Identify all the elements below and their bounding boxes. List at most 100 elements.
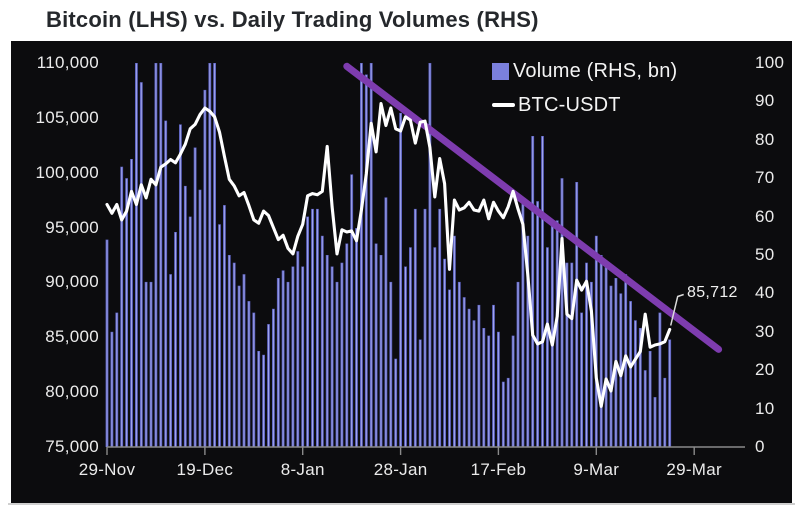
volume-bar-highlight: [189, 217, 191, 447]
right-axis-label: 20: [755, 360, 775, 380]
chart-panel: Volume (RHS, bn) BTC-USDT 85,712 110,000 1…: [11, 41, 792, 503]
btc-usdt-line: [105, 102, 672, 408]
volume-bar-highlight: [258, 351, 260, 447]
volume-bar-highlight: [199, 190, 201, 447]
volume-bar-highlight: [116, 313, 118, 447]
volume-bar-highlight: [287, 282, 289, 447]
volume-bar-highlight: [111, 332, 113, 447]
volume-bar-highlight: [414, 209, 416, 447]
volume-bar-highlight: [453, 236, 455, 447]
chart-title: Bitcoin (LHS) vs. Daily Trading Volumes …: [46, 7, 539, 32]
volume-bar-highlight: [385, 197, 387, 447]
volume-bar-highlight: [346, 244, 348, 447]
volume-bar-highlight: [316, 209, 318, 447]
volume-bar-highlight: [209, 63, 211, 447]
right-axis-label: 80: [755, 129, 775, 149]
volume-bar-highlight: [571, 263, 573, 447]
volume-bar-highlight: [409, 247, 411, 447]
volume-bar-highlight: [478, 305, 480, 447]
left-axis-label: 100,000: [35, 162, 99, 182]
volume-bar-highlight: [669, 340, 671, 447]
annotation-callout: [669, 293, 684, 326]
volume-bar-highlight: [370, 63, 372, 447]
volume-bar-highlight: [140, 82, 142, 447]
volume-bar-highlight: [297, 251, 299, 447]
volume-bar-highlight: [356, 228, 357, 447]
legend-item: BTC-USDT: [492, 88, 677, 122]
volume-bar-highlight: [155, 63, 157, 447]
volume-bar-highlight: [106, 240, 108, 447]
volume-bar-highlight: [248, 301, 250, 447]
volume-bar-highlight: [434, 247, 436, 447]
volume-bar-highlight: [160, 63, 162, 447]
volume-bar-highlight: [561, 178, 563, 447]
x-axis-label: 19-Dec: [176, 460, 234, 479]
volume-bar-highlight: [135, 63, 137, 447]
volume-bar-highlight: [263, 355, 265, 447]
volume-bar-highlight: [204, 90, 206, 448]
volume-bar-highlight: [228, 255, 230, 447]
x-axis-label: 17-Feb: [470, 460, 527, 479]
volume-bar-highlight: [576, 182, 578, 447]
volume-bar-highlight: [566, 263, 568, 447]
right-axis-label: 90: [755, 91, 775, 111]
volume-bar-highlight: [395, 359, 397, 447]
volume-bar-highlight: [126, 178, 128, 447]
right-axis-label: 60: [755, 206, 775, 226]
volume-bar-highlight: [405, 267, 406, 447]
volume-bar-highlight: [449, 290, 450, 447]
left-axis-label: 75,000: [45, 437, 99, 456]
volume-bar-highlight: [175, 232, 176, 447]
volume-bar-highlight: [419, 340, 421, 447]
volume-bar-highlight: [326, 255, 328, 447]
volume-bar-highlight: [150, 282, 152, 447]
right-axis-label: 70: [755, 168, 775, 188]
right-axis-label: 100: [755, 53, 785, 72]
legend: Volume (RHS, bn) BTC-USDT: [492, 54, 677, 122]
volume-bar-highlight: [444, 259, 446, 447]
volume-bar-highlight: [595, 236, 597, 447]
volume-bar-highlight: [121, 167, 123, 447]
volume-bar-highlight: [223, 205, 225, 447]
x-axis-label: 28-Jan: [373, 460, 428, 479]
volume-bar-highlight: [351, 174, 353, 447]
volume-bar-highlight: [277, 278, 279, 447]
right-axis-label: 30: [755, 321, 775, 341]
volume-bar-highlight: [473, 320, 475, 447]
plot-area: [105, 62, 745, 455]
volume-bar-highlight: [179, 124, 181, 448]
volume-bar-highlight: [424, 209, 426, 447]
volume-bar-highlight: [630, 301, 632, 447]
volume-bar-highlight: [194, 148, 196, 447]
volume-bar-highlight: [307, 217, 309, 447]
volume-bar-highlight: [483, 328, 485, 447]
volume-bar-highlight: [380, 255, 382, 447]
left-axis-label: 80,000: [45, 382, 99, 402]
volume-bar-highlight: [253, 313, 255, 447]
volume-bar-highlight: [493, 305, 494, 447]
volume-bar-highlight: [639, 328, 641, 447]
volume-bar-highlight: [517, 282, 519, 447]
volume-bar-highlight: [268, 324, 269, 447]
volume-bar-highlight: [512, 336, 514, 447]
right-axis-label: 0: [755, 437, 765, 456]
volume-bar-highlight: [331, 267, 333, 447]
volume-bar-highlight: [365, 75, 367, 447]
volume-bar-highlight: [507, 378, 509, 447]
volume-bar-highlight: [537, 201, 539, 447]
volume-bar-highlight: [170, 274, 172, 447]
right-axis-label: 10: [755, 398, 775, 418]
volume-bar-highlight: [321, 236, 323, 447]
right-axis-label: 40: [755, 283, 775, 303]
x-axis-label: 29-Nov: [78, 460, 136, 479]
volume-bar-highlight: [659, 313, 661, 447]
volume-bar-highlight: [390, 282, 392, 447]
left-axis-label: 110,000: [36, 53, 99, 72]
volume-bar-highlight: [272, 309, 274, 447]
legend-label: BTC-USDT: [518, 93, 621, 116]
volume-bar-highlight: [341, 263, 343, 447]
volume-bar-highlight: [546, 247, 548, 447]
volume-bar-highlight: [488, 336, 490, 447]
x-axis-label: 9-Mar: [573, 460, 620, 479]
left-axis-label: 85,000: [45, 327, 99, 347]
